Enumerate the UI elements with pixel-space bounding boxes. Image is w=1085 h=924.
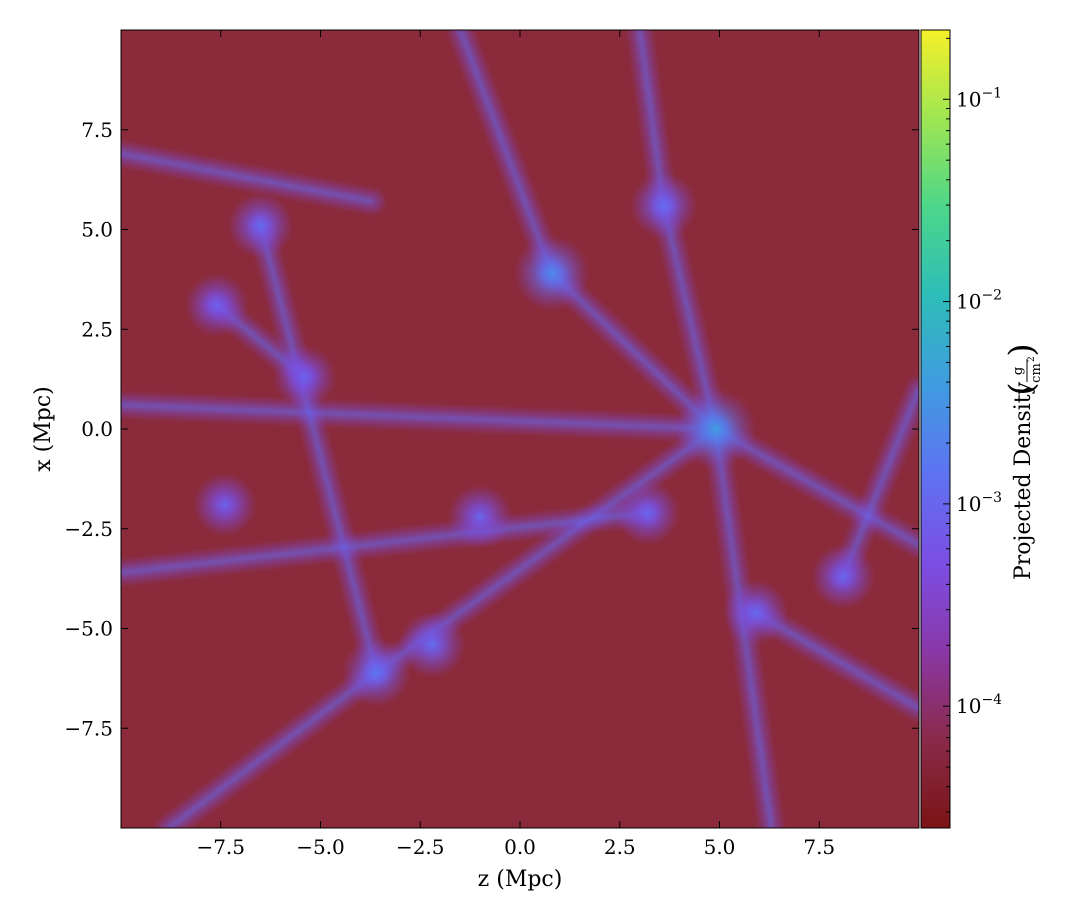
x-tick-label: 2.5 [604,835,636,859]
halo [227,192,294,259]
colorbar-tick-label: 10−3 [956,490,1002,516]
colorbar-gradient [920,29,951,829]
colorbar-unit-numerator: g [1011,367,1026,375]
halo [193,473,257,537]
y-tick-label: 5.0 [81,218,113,242]
y-axis-label: x (Mpc) [31,386,56,472]
halo [341,637,412,708]
halo [514,235,590,312]
filament [121,510,651,576]
halo [615,480,681,546]
x-axis-ticks: −7.5 −5.0 −2.5 0.0 2.5 5.0 7.5 [196,30,835,859]
halo [722,579,789,646]
halo [185,273,249,338]
colorbar-unit-exponent: 2 [1027,356,1037,362]
y-tick-label: 2.5 [81,317,113,341]
halo [447,484,513,550]
colorbar: 10−4 10−3 10−2 10−1 Projected Density ( g c… [920,29,1044,829]
x-tick-label: −7.5 [196,835,245,859]
filament [840,386,919,580]
halo [398,611,466,678]
x-tick-label: −2.5 [396,835,445,859]
filament [121,402,719,432]
y-tick-label: −5.0 [64,617,113,641]
filament [457,30,555,276]
halo [810,544,876,609]
colorbar-label: Projected Density ( g cm 2 ) [1002,343,1044,580]
halo [630,172,698,240]
colorbar-ticks: 10−4 10−3 10−2 10−1 [943,37,1002,813]
halos [185,172,876,708]
x-axis-label: z (Mpc) [478,867,563,892]
y-tick-label: −7.5 [64,716,113,740]
colorbar-label-text: Projected Density [1011,381,1036,580]
y-axis-ticks: 7.5 5.0 2.5 0.0 −2.5 −5.0 −7.5 [64,118,919,740]
x-tick-label: 7.5 [803,835,835,859]
filament [258,223,379,675]
halo [674,388,757,470]
x-tick-label: −5.0 [296,835,345,859]
filament [121,151,375,205]
filament [166,669,379,828]
colorbar-tick-label: 10−4 [956,692,1002,718]
x-tick-label: 5.0 [704,835,736,859]
y-tick-label: −2.5 [64,517,113,541]
halo [272,345,337,409]
colorbar-unit-denominator: cm [1029,363,1044,383]
colorbar-unit-paren-close: ) [1002,343,1042,356]
y-tick-label: 0.0 [81,417,113,441]
y-tick-label: 7.5 [81,118,113,142]
x-tick-label: 0.0 [504,835,536,859]
density-field [121,30,919,828]
colorbar-tick-label: 10−2 [956,288,1002,314]
plot-area [120,29,920,829]
colorbar-unit-paren-open: ( [1002,382,1042,395]
colorbar-tick-label: 10−1 [956,85,1002,111]
